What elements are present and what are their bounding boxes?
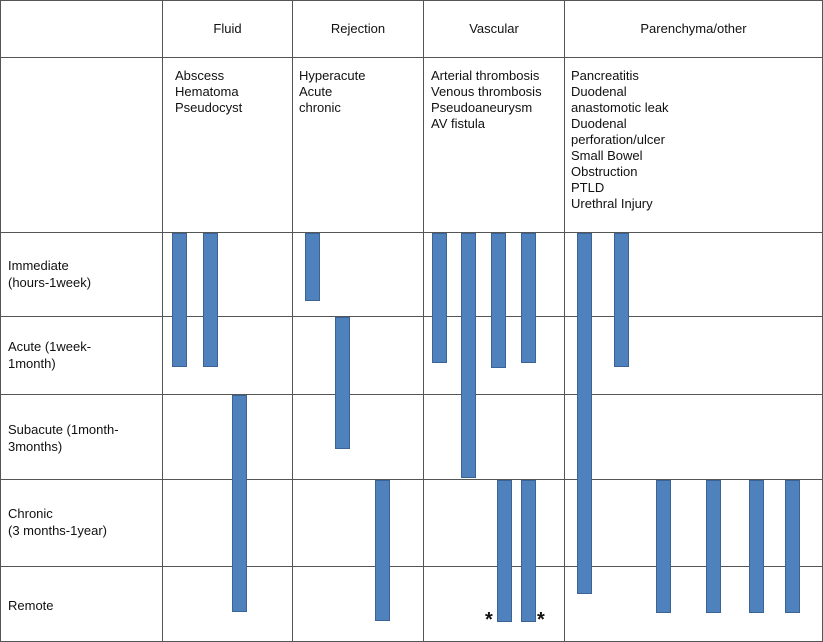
list-item: Obstruction [571, 164, 638, 179]
grid-line [0, 566, 823, 567]
list-item: Venous thrombosis [431, 84, 542, 99]
list-item: Pancreatitis [571, 68, 639, 83]
row-label-subacute: Subacute (1month- 3months) [8, 422, 119, 454]
grid-line [0, 0, 823, 1]
timeline-bar-vascular [521, 480, 536, 622]
grid-line [0, 232, 823, 233]
list-item: Pseudoaneurysm [431, 100, 533, 115]
list-item: Urethral Injury [571, 196, 653, 211]
row-label-acute: Acute (1week- 1month) [8, 339, 92, 371]
list-item: Acute [299, 84, 333, 99]
grid-line [292, 0, 293, 642]
column-header-parenchyma: Parenchyma/other [640, 21, 747, 36]
list-item: perforation/ulcer [571, 132, 665, 147]
timeline-bar-parenchyma [706, 480, 721, 613]
timeline-bar-parenchyma [749, 480, 764, 613]
timeline-bar-fluid [203, 233, 218, 367]
grid-line [0, 57, 823, 58]
list-item: Duodenal [571, 84, 627, 99]
timeline-bar-fluid [172, 233, 187, 367]
timeline-bar-parenchyma [577, 233, 592, 594]
list-item: Abscess [175, 68, 225, 83]
timeline-bar-vascular [491, 233, 506, 368]
annotation-star: * [537, 609, 545, 631]
list-item: Small Bowel [571, 148, 643, 163]
grid-line [0, 394, 823, 395]
list-item: Duodenal [571, 116, 627, 131]
timeline-bar-vascular [521, 233, 536, 363]
fluid-list: Abscess Hematoma Pseudocyst [175, 68, 242, 116]
list-item: PTLD [571, 180, 605, 195]
grid-line [162, 0, 163, 642]
timeline-bar-vascular [432, 233, 447, 363]
list-item: Hematoma [175, 84, 239, 99]
grid-line [564, 0, 565, 642]
list-item: anastomotic leak [571, 100, 669, 115]
timeline-bar-rejection [335, 317, 350, 449]
timeline-bar-rejection [305, 233, 320, 301]
timeline-bar-vascular [497, 480, 512, 622]
row-label-chronic: Chronic (3 months-1year) [8, 506, 107, 538]
column-header-rejection: Rejection [330, 21, 386, 36]
grid-line [423, 0, 424, 642]
list-item: Hyperacute [299, 68, 366, 83]
timeline-bar-fluid [232, 395, 247, 612]
row-label-remote: Remote [8, 598, 54, 613]
grid-line [0, 479, 823, 480]
column-header-fluid: Fluid [213, 21, 242, 36]
list-item: chronic [299, 100, 341, 115]
rejection-list: Hyperacute Acute chronic [299, 68, 365, 116]
timeline-bar-parenchyma [614, 233, 629, 367]
parenchyma-list: Pancreatitis Duodenal anastomotic leak D… [571, 68, 669, 212]
timeline-bar-parenchyma [785, 480, 800, 613]
timeline-bar-parenchyma [656, 480, 671, 613]
column-header-vascular: Vascular [469, 21, 519, 36]
list-item: Pseudocyst [175, 100, 243, 115]
timeline-bar-vascular [461, 233, 476, 478]
list-item: AV fistula [431, 116, 485, 131]
grid-line [0, 0, 1, 642]
list-item: Arterial thrombosis [431, 68, 540, 83]
annotation-star: * [485, 609, 493, 631]
row-label-immediate: Immediate (hours-1week) [8, 258, 92, 290]
grid-line [0, 316, 823, 317]
timeline-bar-rejection [375, 480, 390, 621]
vascular-list: Arterial thrombosis Venous thrombosis Ps… [431, 68, 542, 132]
